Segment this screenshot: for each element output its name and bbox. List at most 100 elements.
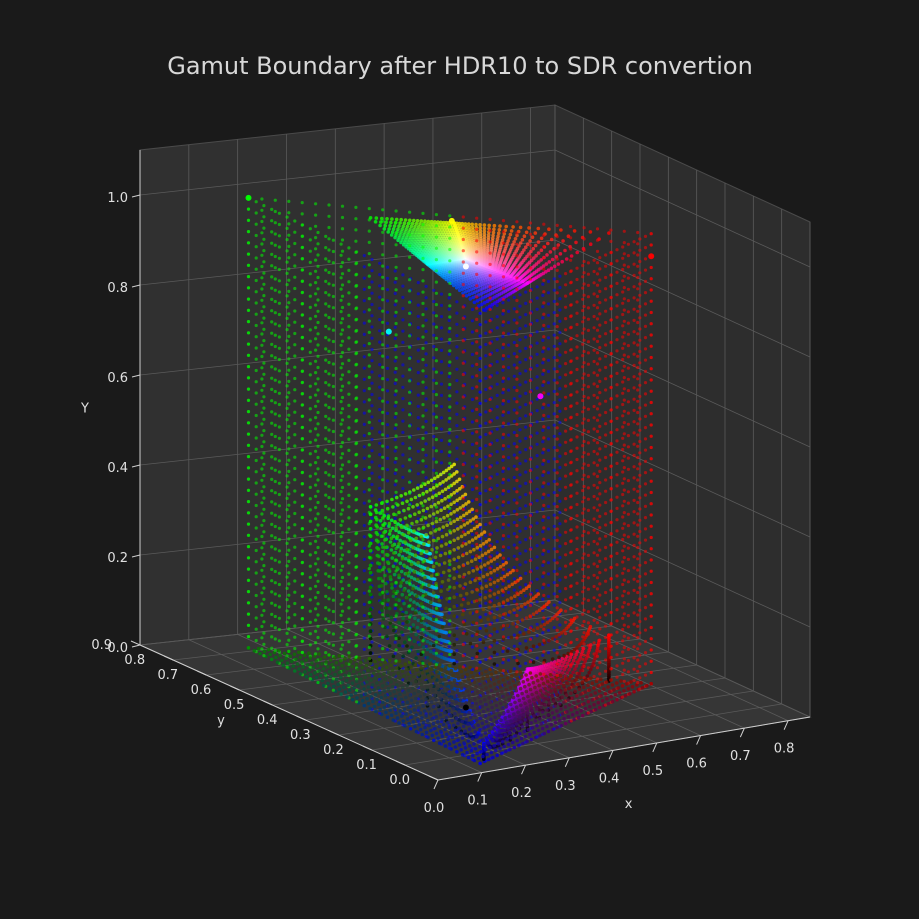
gamut-point bbox=[516, 727, 521, 731]
gamut-point bbox=[583, 706, 588, 711]
gamut-point bbox=[375, 681, 379, 685]
gamut-point bbox=[441, 689, 445, 694]
gamut-point bbox=[598, 526, 602, 530]
gamut-point bbox=[535, 634, 539, 638]
gamut-point bbox=[527, 699, 532, 704]
gamut-point bbox=[401, 340, 405, 344]
gamut-point bbox=[524, 538, 528, 542]
gamut-point bbox=[478, 559, 482, 563]
gamut-point bbox=[339, 355, 343, 359]
gamut-point bbox=[439, 607, 444, 611]
gamut-point bbox=[401, 464, 405, 468]
gamut-point bbox=[580, 697, 585, 701]
gamut-point bbox=[526, 694, 530, 699]
gamut-point bbox=[535, 409, 539, 413]
gamut-point bbox=[512, 419, 516, 423]
gamut-point bbox=[524, 391, 528, 395]
gamut-point bbox=[458, 698, 463, 702]
gamut-point bbox=[445, 704, 450, 708]
gamut-point bbox=[308, 485, 312, 489]
gamut-point bbox=[416, 483, 420, 487]
gamut-point bbox=[432, 344, 436, 349]
gamut-point bbox=[484, 410, 488, 414]
gamut-point bbox=[370, 426, 374, 430]
gamut-point bbox=[450, 702, 454, 706]
gamut-point bbox=[293, 376, 297, 381]
gamut-point bbox=[524, 628, 528, 632]
gamut-point bbox=[471, 692, 476, 696]
gamut-point bbox=[443, 727, 447, 732]
gamut-point bbox=[604, 309, 608, 313]
gamut-point bbox=[370, 257, 374, 262]
gamut-point bbox=[501, 548, 505, 552]
gamut-point bbox=[546, 628, 551, 632]
gamut-point bbox=[393, 483, 397, 487]
gamut-point bbox=[564, 474, 568, 478]
gamut-point bbox=[393, 336, 397, 341]
gamut-point bbox=[416, 461, 420, 465]
gamut-point bbox=[592, 584, 596, 589]
gamut-point bbox=[552, 581, 556, 585]
gamut-point bbox=[470, 499, 474, 503]
gamut-point bbox=[598, 627, 602, 631]
gamut-point bbox=[368, 706, 372, 711]
gamut-point bbox=[362, 535, 366, 539]
gamut-point bbox=[347, 370, 351, 374]
gamut-point bbox=[416, 449, 420, 453]
gamut-point bbox=[547, 260, 552, 264]
gamut-point bbox=[447, 600, 451, 604]
gamut-point bbox=[324, 234, 328, 238]
gamut-point bbox=[575, 457, 579, 462]
gamut-point bbox=[416, 314, 420, 318]
gamut-point bbox=[552, 299, 556, 303]
gamut-point bbox=[558, 342, 562, 346]
gamut-point bbox=[507, 636, 511, 640]
gamut-point bbox=[324, 583, 328, 587]
gamut-point bbox=[564, 497, 568, 501]
gamut-point bbox=[447, 746, 451, 750]
gamut-point bbox=[444, 699, 448, 703]
gamut-point bbox=[378, 430, 382, 434]
gamut-point bbox=[484, 466, 488, 470]
gamut-point bbox=[482, 300, 487, 305]
gamut-point bbox=[436, 719, 440, 724]
gamut-point bbox=[564, 519, 568, 523]
gamut-point bbox=[293, 421, 297, 426]
gamut-point bbox=[586, 463, 591, 467]
gamut-point bbox=[316, 365, 320, 370]
gamut-point bbox=[486, 707, 490, 712]
gamut-point bbox=[399, 697, 404, 702]
gamut-point bbox=[456, 721, 460, 726]
gamut-point bbox=[347, 336, 351, 340]
gamut-point bbox=[508, 731, 512, 735]
gamut-point bbox=[507, 579, 511, 584]
gamut-point bbox=[535, 352, 539, 356]
gamut-point bbox=[512, 577, 516, 581]
gamut-point bbox=[350, 681, 355, 685]
gamut-point bbox=[476, 740, 481, 744]
gamut-point bbox=[385, 355, 390, 359]
gamut-point bbox=[546, 279, 551, 284]
gamut-point bbox=[293, 590, 297, 594]
gamut-point bbox=[541, 496, 545, 500]
gamut-point bbox=[303, 670, 307, 674]
gamut-point bbox=[384, 581, 388, 586]
gamut-point bbox=[535, 386, 539, 390]
gamut-point bbox=[524, 369, 528, 373]
gamut-point bbox=[575, 491, 579, 495]
gamut-point bbox=[293, 219, 297, 223]
gamut-point bbox=[511, 695, 516, 700]
gamut-point bbox=[495, 641, 499, 645]
gamut-point bbox=[470, 555, 474, 559]
gamut-point bbox=[537, 717, 542, 721]
gamut-point bbox=[370, 404, 374, 408]
gamut-point bbox=[347, 381, 351, 385]
gamut-point bbox=[285, 305, 289, 309]
gamut-point bbox=[391, 718, 396, 722]
gamut-point bbox=[507, 298, 511, 302]
gamut-point bbox=[512, 397, 516, 401]
gamut-point bbox=[604, 613, 608, 617]
gamut-point bbox=[416, 281, 420, 285]
gamut-point bbox=[592, 702, 596, 707]
gamut-point bbox=[495, 427, 499, 431]
